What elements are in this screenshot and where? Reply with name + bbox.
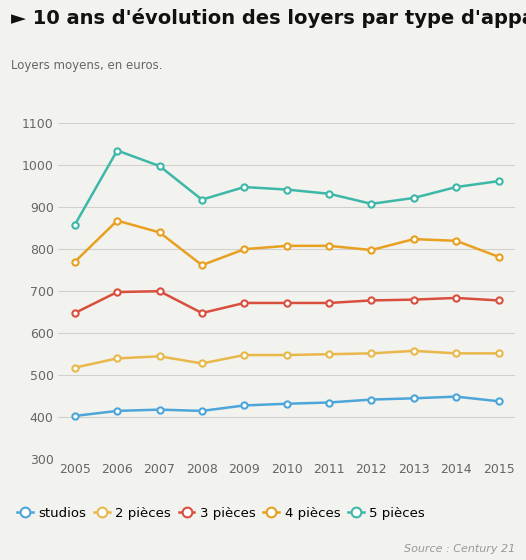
5 pièces [199,197,205,203]
5 pièces [114,147,120,154]
3 pièces [241,300,247,306]
studios [241,402,247,409]
4 pièces [72,259,78,265]
5 pièces [241,184,247,190]
3 pièces [284,300,290,306]
studios [368,396,375,403]
4 pièces [495,253,502,260]
5 pièces [453,184,459,190]
4 pièces [199,262,205,269]
3 pièces [72,310,78,316]
Line: 4 pièces: 4 pièces [72,217,502,268]
Line: 3 pièces: 3 pièces [72,288,502,316]
5 pièces [326,190,332,197]
3 pièces [199,310,205,316]
2 pièces [199,360,205,367]
2 pièces [114,355,120,362]
Text: ► 10 ans d'évolution des loyers par type d'appartement: ► 10 ans d'évolution des loyers par type… [11,8,526,29]
Line: studios: studios [72,394,502,419]
3 pièces [411,296,417,303]
studios [199,408,205,414]
5 pièces [156,163,163,170]
2 pièces [326,351,332,358]
Line: 2 pièces: 2 pièces [72,348,502,371]
2 pièces [284,352,290,358]
studios [114,408,120,414]
5 pièces [72,221,78,228]
studios [411,395,417,402]
studios [284,400,290,407]
studios [495,398,502,404]
studios [156,407,163,413]
3 pièces [495,297,502,304]
4 pièces [368,246,375,253]
3 pièces [326,300,332,306]
2 pièces [495,350,502,357]
5 pièces [284,186,290,193]
Text: Source : Century 21: Source : Century 21 [404,544,515,554]
2 pièces [411,347,417,354]
studios [72,413,78,419]
2 pièces [368,350,375,357]
2 pièces [156,353,163,360]
2 pièces [241,352,247,358]
2 pièces [453,350,459,357]
studios [453,393,459,400]
5 pièces [368,200,375,207]
3 pièces [368,297,375,304]
3 pièces [114,289,120,296]
5 pièces [495,178,502,185]
3 pièces [156,288,163,295]
3 pièces [453,295,459,301]
Legend: studios, 2 pièces, 3 pièces, 4 pièces, 5 pièces: studios, 2 pièces, 3 pièces, 4 pièces, 5… [17,507,425,520]
4 pièces [241,246,247,253]
Line: 5 pièces: 5 pièces [72,147,502,228]
4 pièces [411,236,417,242]
5 pièces [411,195,417,202]
2 pièces [72,364,78,371]
4 pièces [453,237,459,244]
4 pièces [284,242,290,249]
4 pièces [156,229,163,236]
4 pièces [114,217,120,224]
studios [326,399,332,406]
Text: Loyers moyens, en euros.: Loyers moyens, en euros. [11,59,162,72]
4 pièces [326,242,332,249]
